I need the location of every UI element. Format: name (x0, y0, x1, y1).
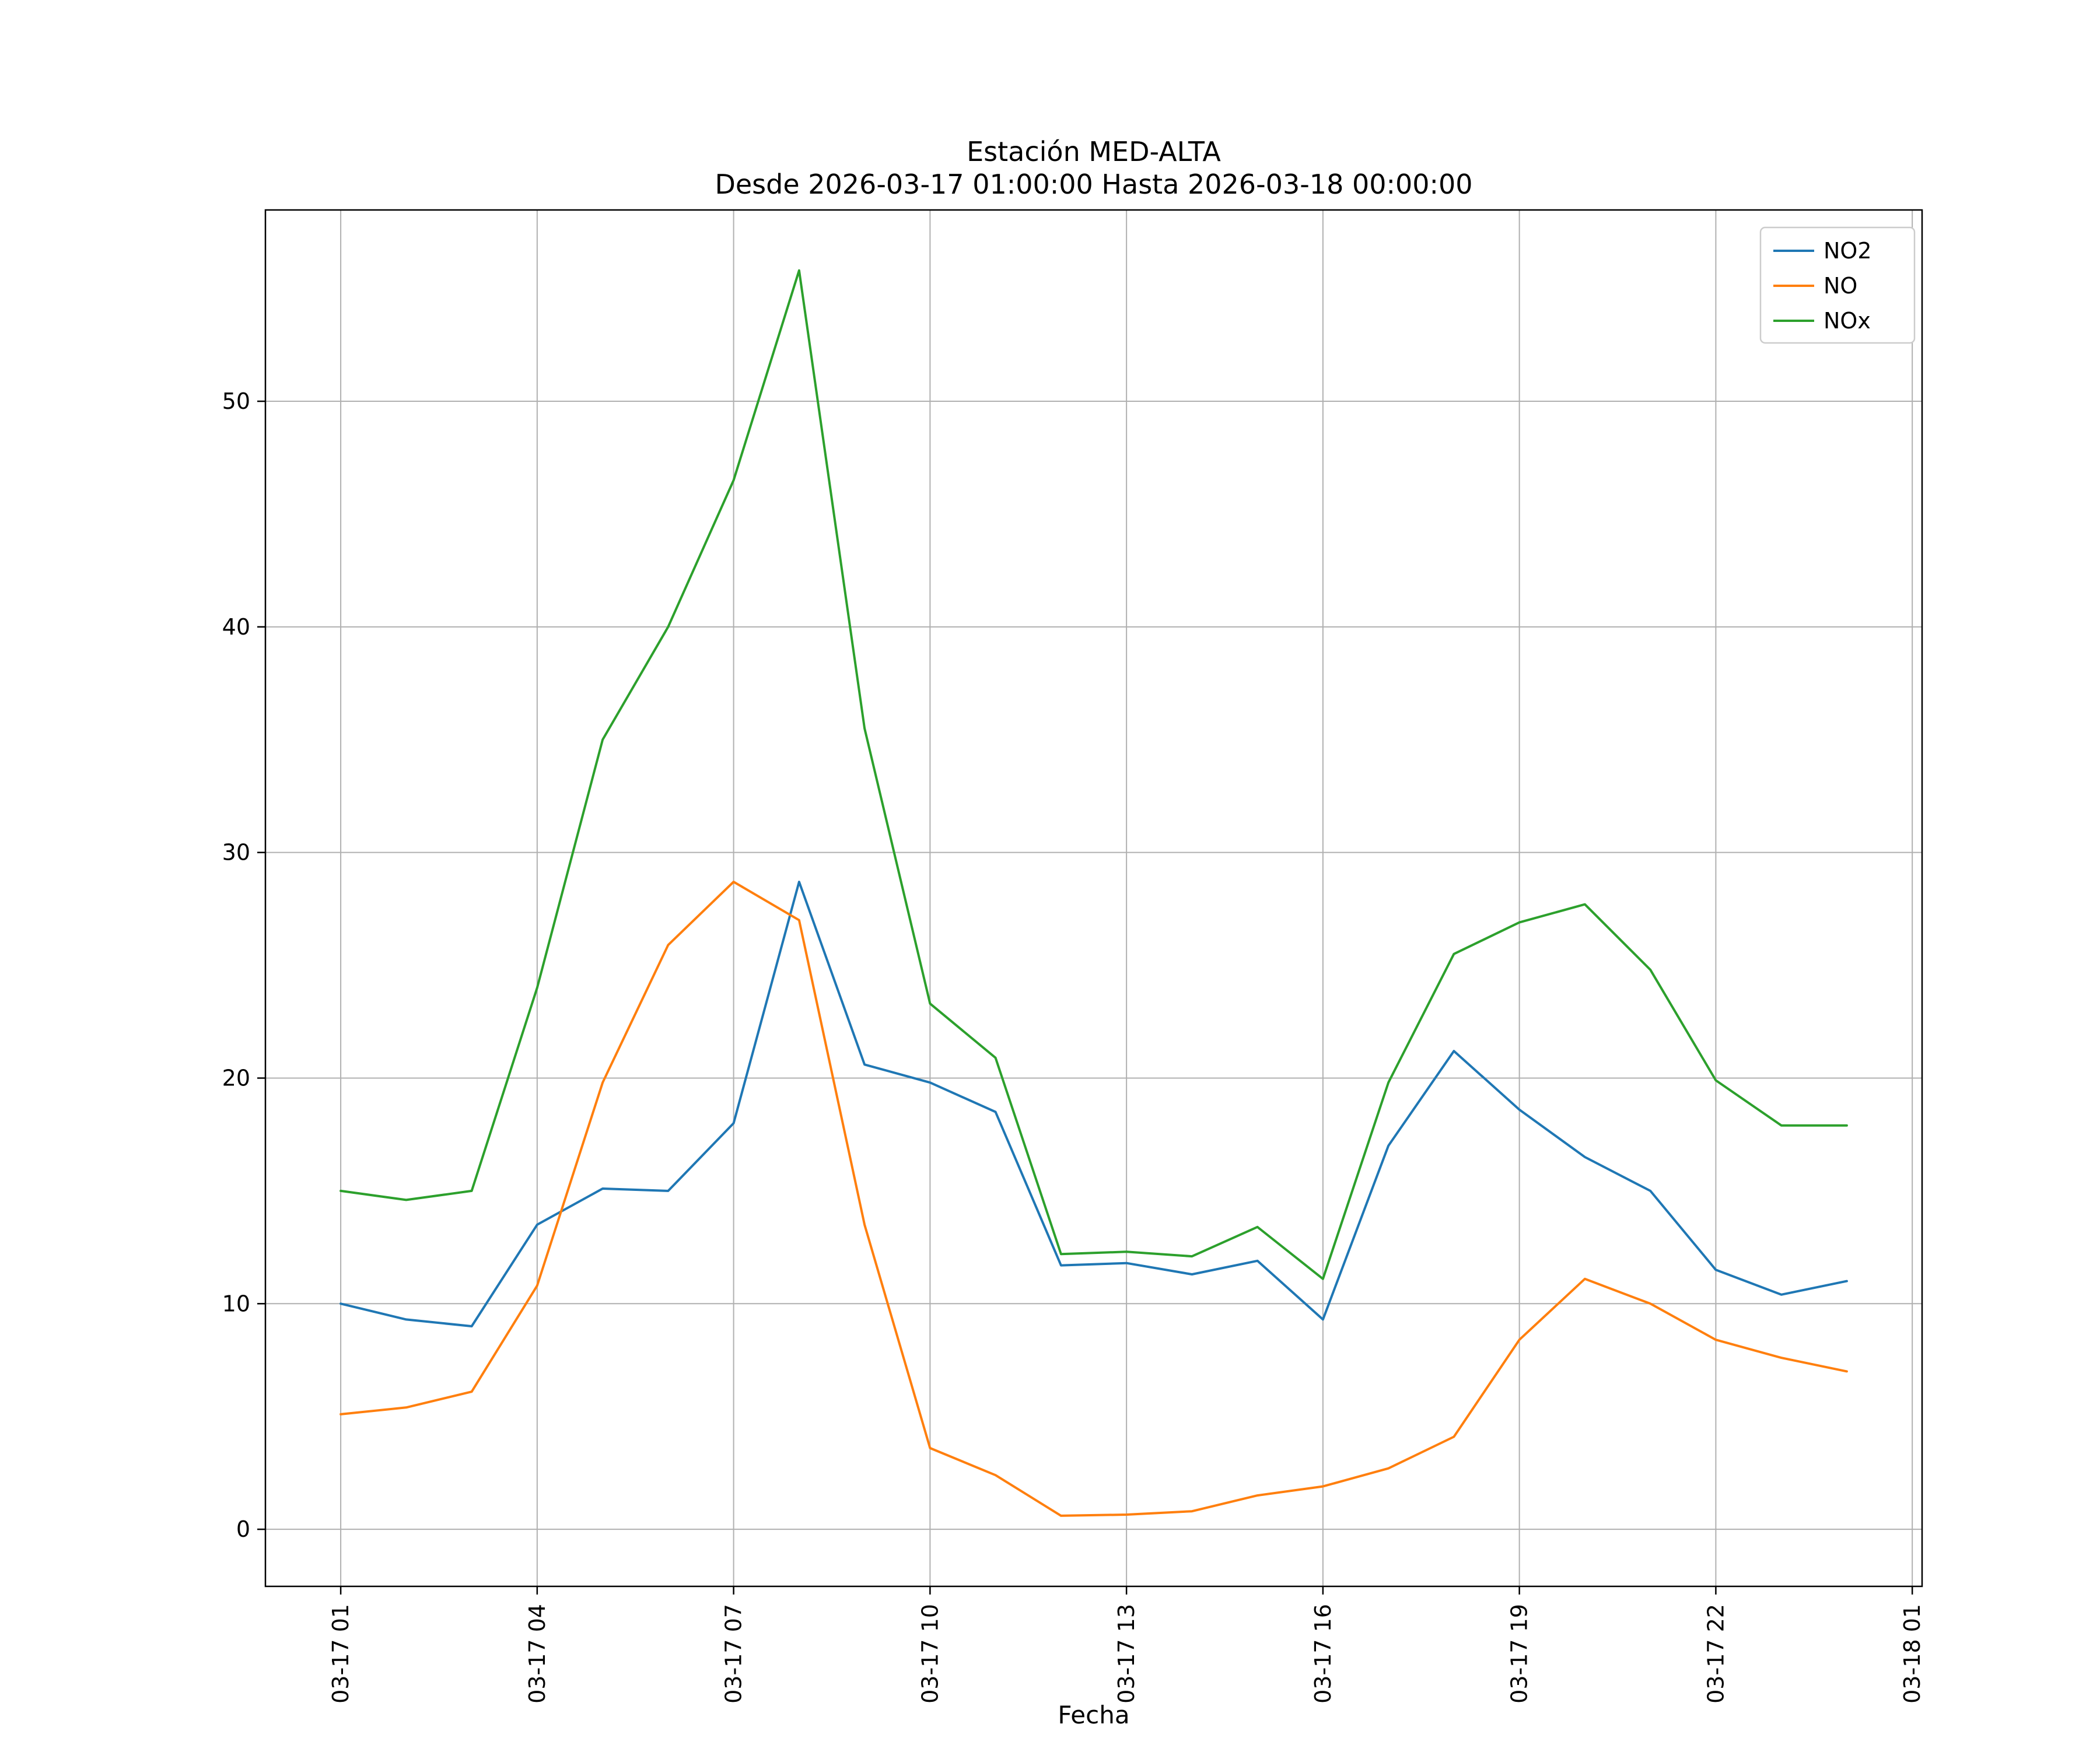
x-tick-label: 03-18 01 (1899, 1604, 1925, 1704)
x-tick-label: 03-17 19 (1507, 1604, 1532, 1704)
y-tick-label: 30 (222, 840, 250, 866)
series-line-NO (340, 881, 1848, 1517)
y-tick-label: 40 (222, 614, 250, 640)
chart-subtitle: Desde 2026-03-17 01:00:00 Hasta 2026-03-… (715, 169, 1472, 200)
plot-border (264, 209, 1923, 1588)
x-axis-label: Fecha (1058, 1701, 1129, 1729)
x-tick-label: 03-17 13 (1114, 1604, 1139, 1704)
series-layer (340, 269, 1848, 1517)
x-tick-label: 03-17 10 (917, 1604, 943, 1704)
y-tick-label: 50 (222, 388, 250, 414)
chart-title: Estación MED-ALTA (967, 136, 1221, 167)
legend-label: NOx (1824, 308, 1871, 334)
x-tick-label: 03-17 16 (1310, 1604, 1336, 1704)
x-tick-label: 03-17 01 (328, 1604, 354, 1704)
grid-layer (265, 210, 1922, 1586)
series-line-NOx (340, 269, 1848, 1280)
legend-label: NO2 (1824, 238, 1872, 264)
y-tick-label: 0 (236, 1516, 250, 1542)
x-tick-label: 03-17 22 (1703, 1604, 1728, 1704)
legend-label: NO (1824, 273, 1857, 299)
x-tick-label: 03-17 04 (524, 1604, 550, 1704)
legend-box (1759, 226, 1916, 344)
y-tick-label: 20 (222, 1065, 250, 1091)
legend: NO2 NO NOx (1759, 226, 1916, 344)
x-tick-label: 03-17 07 (721, 1604, 747, 1704)
axis-layer: 03-17 01 03-17 04 03-17 07 03-17 10 03-17 13… (222, 209, 1925, 1704)
series-line-NO2 (340, 881, 1848, 1327)
y-tick-label: 10 (222, 1291, 250, 1316)
